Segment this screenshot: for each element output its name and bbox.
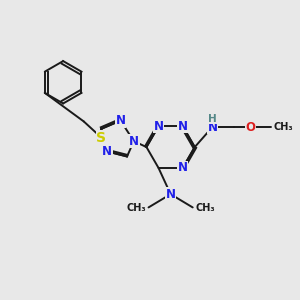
- Text: N: N: [178, 161, 188, 175]
- Text: H: H: [208, 114, 217, 124]
- Text: S: S: [96, 130, 106, 145]
- Text: O: O: [246, 121, 256, 134]
- Text: N: N: [207, 121, 218, 134]
- Text: N: N: [178, 120, 188, 133]
- Text: N: N: [129, 135, 139, 148]
- Text: N: N: [102, 145, 112, 158]
- Text: CH₃: CH₃: [127, 203, 146, 213]
- Text: CH₃: CH₃: [195, 203, 215, 213]
- Text: N: N: [116, 114, 126, 127]
- Text: CH₃: CH₃: [273, 122, 293, 132]
- Text: N: N: [166, 188, 176, 201]
- Text: N: N: [154, 120, 164, 133]
